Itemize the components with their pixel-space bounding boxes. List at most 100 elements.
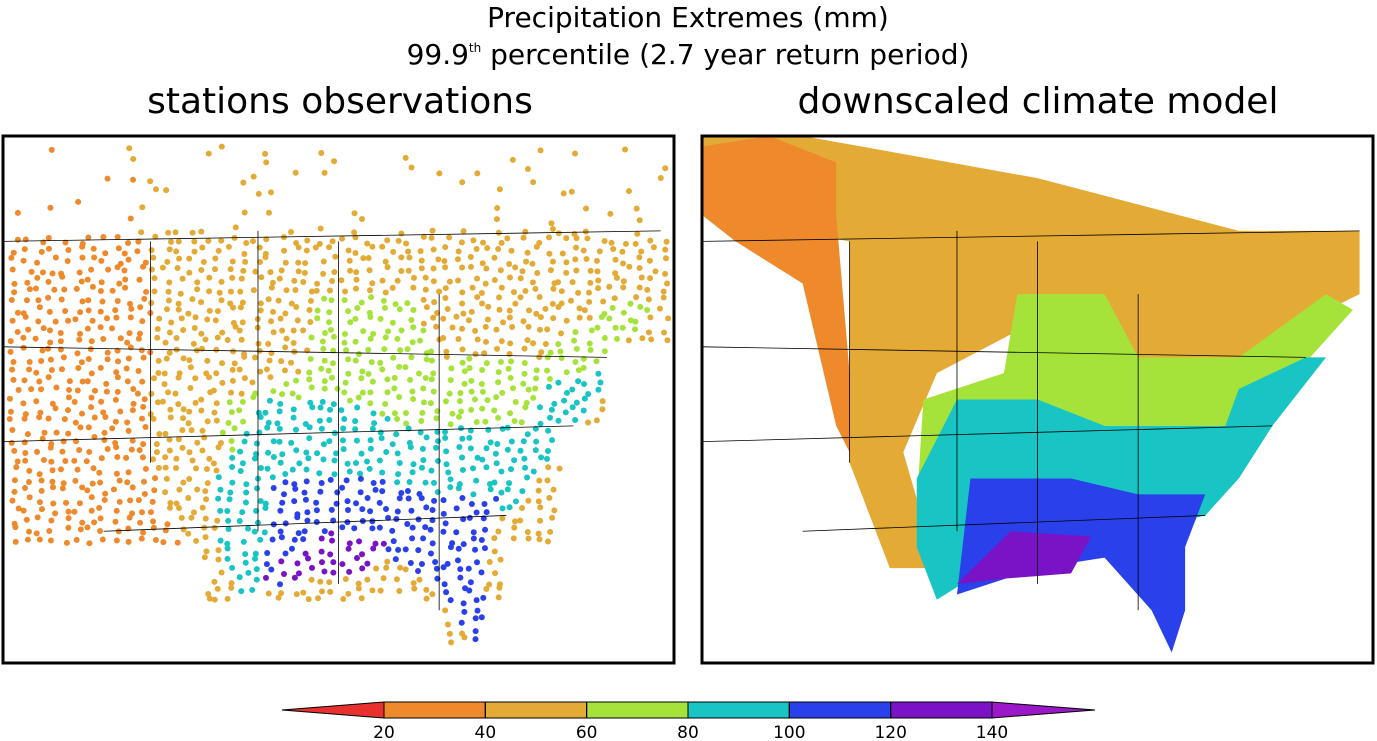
station-dot bbox=[507, 374, 514, 381]
station-dot bbox=[79, 378, 86, 385]
station-dot bbox=[391, 410, 398, 417]
station-dot bbox=[550, 486, 557, 493]
station-dot bbox=[407, 559, 414, 566]
station-dot bbox=[427, 400, 434, 407]
station-dot bbox=[572, 256, 579, 263]
station-dot bbox=[339, 524, 346, 531]
station-dot bbox=[319, 338, 326, 345]
station-dot bbox=[581, 381, 588, 388]
station-dot bbox=[278, 358, 285, 365]
station-dot bbox=[430, 278, 437, 285]
station-dot bbox=[394, 479, 401, 486]
station-dot bbox=[14, 328, 21, 335]
station-dot bbox=[627, 317, 634, 324]
station-dot bbox=[331, 471, 338, 478]
station-dot bbox=[37, 409, 44, 416]
station-dot bbox=[359, 506, 366, 513]
station-dot bbox=[345, 247, 352, 254]
station-dot bbox=[491, 276, 498, 283]
station-dot bbox=[269, 279, 276, 286]
station-dot bbox=[198, 228, 205, 235]
station-dot bbox=[305, 596, 312, 603]
station-dot bbox=[252, 268, 259, 275]
station-dot bbox=[558, 330, 565, 337]
station-dot bbox=[468, 388, 475, 395]
station-dot bbox=[545, 427, 552, 434]
station-dot bbox=[294, 317, 301, 324]
station-dot bbox=[113, 444, 120, 451]
station-dot bbox=[266, 357, 273, 364]
station-dot bbox=[663, 238, 670, 245]
station-dot bbox=[213, 400, 220, 407]
station-dot bbox=[40, 456, 47, 463]
station-dot bbox=[656, 305, 663, 312]
station-dot bbox=[601, 335, 608, 342]
station-dot bbox=[151, 288, 158, 295]
station-dot bbox=[511, 417, 518, 424]
station-dot bbox=[187, 384, 194, 391]
station-dot bbox=[320, 441, 327, 448]
station-dot bbox=[289, 390, 296, 397]
station-dot bbox=[330, 569, 337, 576]
station-dot bbox=[291, 277, 298, 284]
station-dot bbox=[180, 415, 187, 422]
station-dot bbox=[122, 276, 129, 283]
station-dot bbox=[308, 334, 315, 341]
station-dot bbox=[139, 509, 146, 516]
station-dot bbox=[173, 455, 180, 462]
station-dot bbox=[549, 514, 556, 521]
station-dot bbox=[178, 514, 185, 521]
station-dot bbox=[140, 529, 147, 536]
station-dot bbox=[36, 378, 43, 385]
station-dot bbox=[428, 357, 435, 364]
station-dot bbox=[510, 289, 517, 296]
station-dot bbox=[140, 263, 147, 270]
station-dot bbox=[440, 510, 447, 517]
station-dot bbox=[127, 497, 134, 504]
station-dot bbox=[402, 546, 409, 553]
station-dot bbox=[533, 438, 540, 445]
station-dot bbox=[547, 528, 554, 535]
station-dot bbox=[206, 274, 213, 281]
station-dot bbox=[218, 297, 225, 304]
station-dot bbox=[423, 434, 430, 441]
station-dot bbox=[433, 415, 440, 422]
station-dot bbox=[300, 589, 307, 596]
station-dot bbox=[98, 279, 105, 286]
station-dot bbox=[460, 310, 467, 317]
station-dot bbox=[137, 519, 144, 526]
station-dot bbox=[229, 366, 236, 373]
station-dot bbox=[302, 496, 309, 503]
station-dot bbox=[537, 314, 544, 321]
station-dot bbox=[152, 475, 159, 482]
station-dot bbox=[150, 254, 157, 261]
station-dot bbox=[53, 429, 60, 436]
station-dot bbox=[34, 259, 41, 266]
station-dot bbox=[580, 247, 587, 254]
station-dot bbox=[152, 233, 159, 240]
station-dot bbox=[173, 334, 180, 341]
station-dot bbox=[411, 585, 418, 592]
station-dot bbox=[352, 357, 359, 364]
station-dot bbox=[446, 234, 453, 241]
station-dot bbox=[468, 377, 475, 384]
station-dot bbox=[545, 464, 552, 471]
station-dot bbox=[268, 566, 275, 573]
station-dot bbox=[404, 300, 411, 307]
station-dot bbox=[302, 550, 309, 557]
station-dot bbox=[199, 447, 206, 454]
station-dot bbox=[205, 237, 212, 244]
station-dot bbox=[318, 365, 325, 372]
station-dot bbox=[355, 580, 362, 587]
station-dot bbox=[420, 327, 427, 334]
colorbar-tick-label: 120 bbox=[874, 723, 906, 741]
station-dot bbox=[622, 240, 629, 247]
station-dot bbox=[481, 350, 488, 357]
station-dot bbox=[440, 564, 447, 571]
station-dot bbox=[638, 274, 645, 281]
station-dot bbox=[161, 381, 168, 388]
station-dot bbox=[588, 327, 595, 334]
station-dot bbox=[367, 400, 374, 407]
boundary-line bbox=[701, 425, 1273, 443]
station-dot bbox=[258, 274, 265, 281]
